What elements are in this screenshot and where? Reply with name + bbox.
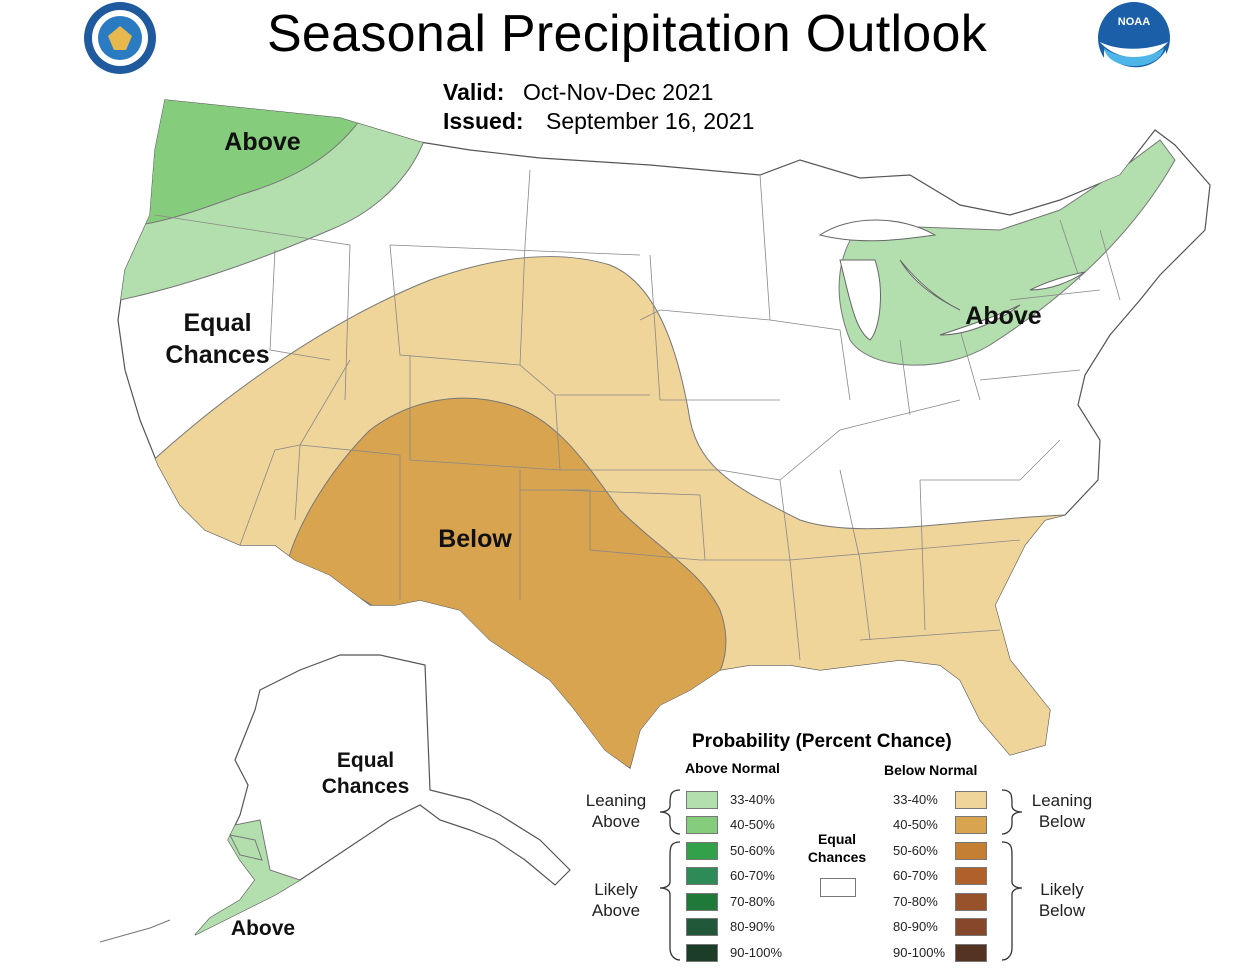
conus-map: [117, 99, 1211, 769]
region-label-alaska-above: Above: [230, 917, 296, 940]
legend-title: Probability (Percent Chance): [692, 731, 952, 752]
above-range-7: 90-100%: [730, 945, 783, 960]
nw-above-dark: [118, 100, 361, 226]
below-swatch-2: [955, 816, 987, 834]
above-swatch-6: [686, 918, 718, 936]
legend-equal-chances-label: Equal Chances: [807, 831, 867, 865]
below-swatch-3: [955, 842, 987, 860]
below-range-5: 70-80%: [893, 894, 938, 909]
above-range-3: 50-60%: [730, 843, 775, 858]
legend-likely-above-label: Likely Above: [591, 880, 641, 920]
state-boundaries: [154, 169, 1121, 661]
below-range-1: 33-40%: [893, 792, 938, 807]
legend-equal-chances-swatch: [820, 878, 856, 897]
above-range-6: 80-90%: [730, 919, 775, 934]
region-label-alaska-equal: Equal Chances: [321, 749, 410, 798]
legend-below-brackets: [1001, 789, 1023, 961]
above-swatch-1: [686, 791, 718, 809]
below-range-7: 90-100%: [893, 945, 946, 960]
ne-above-light: [838, 139, 1176, 366]
page-title: Seasonal Precipitation Outlook: [266, 5, 988, 63]
below-range-6: 80-90%: [893, 919, 938, 934]
below-range-4: 60-70%: [893, 868, 938, 883]
legend-above-header: Above Normal: [685, 760, 780, 776]
issued-label: Issued:: [443, 108, 524, 134]
above-range-1: 33-40%: [730, 792, 775, 807]
below-swatch-6: [955, 918, 987, 936]
doc-seal-logo: [84, 2, 156, 74]
legend-leaning-below-label: Leaning Below: [1031, 791, 1093, 831]
above-swatch-4: [686, 867, 718, 885]
legend-likely-below-label: Likely Below: [1038, 880, 1086, 920]
above-range-2: 40-50%: [730, 817, 775, 832]
above-swatch-5: [686, 893, 718, 911]
below-swatch-7: [955, 944, 987, 962]
issued-value: September 16, 2021: [546, 108, 755, 134]
above-swatch-7: [686, 944, 718, 962]
great-lakes: [818, 219, 1086, 341]
below-range-2: 40-50%: [893, 817, 938, 832]
legend-below-header: Below Normal: [884, 762, 978, 778]
below-swatch-4: [955, 867, 987, 885]
noaa-wordmark: NOAA: [1117, 16, 1151, 28]
above-swatch-2: [686, 816, 718, 834]
valid-label: Valid:: [443, 79, 505, 105]
region-label-northwest-above: Above: [224, 128, 301, 156]
below-range-3: 50-60%: [893, 843, 938, 858]
valid-value: Oct-Nov-Dec 2021: [523, 79, 714, 105]
region-label-northeast-above: Above: [965, 302, 1042, 330]
legend-above-brackets: [659, 789, 681, 961]
noaa-logo: [1098, 2, 1170, 74]
legend-leaning-above-label: Leaning Above: [585, 791, 647, 831]
above-swatch-3: [686, 842, 718, 860]
region-label-southwest-below: Below: [438, 525, 512, 553]
region-label-west-equal: Equal Chances: [165, 309, 270, 369]
below-swatch-1: [955, 791, 987, 809]
above-range-4: 60-70%: [730, 868, 775, 883]
above-range-5: 70-80%: [730, 894, 775, 909]
below-swatch-5: [955, 893, 987, 911]
